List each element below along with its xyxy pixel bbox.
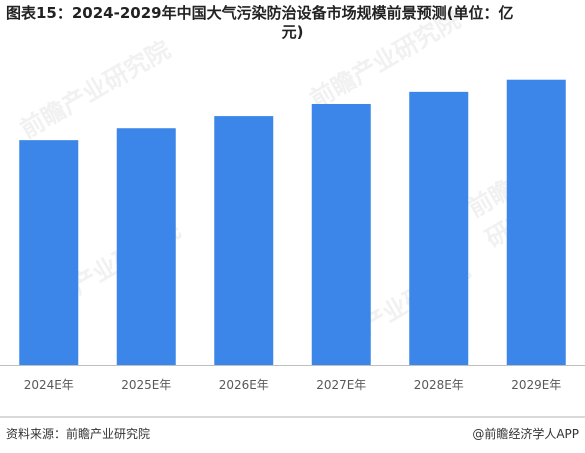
- x-tick-label: 2024E年: [24, 378, 74, 392]
- footer: 资料来源：前瞻产业研究院 @前瞻经济学人APP: [0, 416, 585, 453]
- chart-title-line2: 元): [281, 23, 304, 41]
- bar-2025E年: [116, 128, 176, 365]
- x-axis-tick-labels: 2024E年 2025E年 2026E年 2027E年 2028E年 2029E年: [24, 378, 562, 392]
- x-tick-label: 2027E年: [316, 378, 366, 392]
- brand-text: @前瞻经济学人APP: [472, 427, 579, 441]
- bar-2029E年: [506, 79, 566, 365]
- x-tick-label: 2025E年: [121, 378, 171, 392]
- x-tick-label: 2028E年: [414, 378, 464, 392]
- chart-title: 图表15：2024-2029年中国大气污染防治设备市场规模前景预测(单位：亿 元…: [6, 4, 579, 42]
- bar-2028E年: [409, 91, 469, 365]
- x-tick-label: 2029E年: [511, 378, 561, 392]
- bar-2027E年: [311, 103, 371, 366]
- chart-title-line1: 图表15：2024-2029年中国大气污染防治设备市场规模前景预测(单位：亿: [6, 4, 514, 22]
- bar-2024E年: [19, 140, 79, 365]
- bar-2026E年: [214, 116, 274, 366]
- x-tick-label: 2026E年: [219, 378, 269, 392]
- source-text: 资料来源：前瞻产业研究院: [6, 427, 151, 441]
- bar-series: [19, 79, 566, 366]
